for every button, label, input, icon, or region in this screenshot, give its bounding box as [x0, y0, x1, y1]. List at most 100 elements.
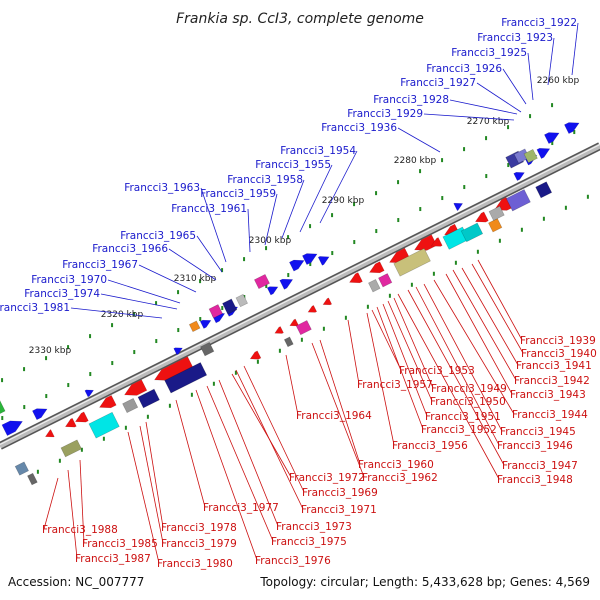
- gene-label: Francci3_1978: [161, 522, 237, 534]
- position-tick: [36, 469, 39, 474]
- reverse-gene: [307, 305, 318, 313]
- position-tick: [520, 227, 523, 232]
- leader-line: [347, 319, 360, 385]
- leader-line: [107, 279, 181, 304]
- leader-line: [319, 150, 358, 224]
- position-tick: [551, 103, 554, 108]
- gene-label: Francci3_1936: [321, 122, 397, 134]
- gene-label: Francci3_1951: [425, 411, 501, 423]
- gene-box: [188, 320, 201, 333]
- gene-box: [200, 342, 215, 357]
- position-tick: [485, 174, 488, 179]
- gene-box: [60, 439, 82, 458]
- reverse-gene: [249, 350, 262, 360]
- forward-gene: [1, 420, 23, 437]
- gene-label: Francci3_1966: [92, 243, 168, 255]
- leader-line: [70, 307, 163, 319]
- leader-line: [100, 293, 178, 310]
- kbp-label: 2330 kbp: [29, 346, 72, 356]
- position-tick: [102, 436, 105, 441]
- position-tick: [155, 339, 158, 344]
- position-tick: [23, 405, 26, 410]
- gene-label: Francci3_1953: [399, 365, 475, 377]
- position-tick: [397, 180, 400, 185]
- gene-label: Francci3_1940: [521, 348, 597, 360]
- position-tick: [353, 202, 356, 207]
- position-tick: [454, 260, 457, 265]
- gene-label: Francci3_1955: [255, 159, 331, 171]
- gene-label: Francci3_1969: [302, 487, 378, 499]
- gene-box: [393, 248, 431, 277]
- forward-gene: [84, 389, 95, 398]
- gene-label: Francci3_1943: [510, 389, 586, 401]
- gene-label: Francci3_1971: [301, 504, 377, 516]
- forward-gene: [544, 132, 560, 145]
- reverse-gene: [289, 318, 299, 327]
- gene-box: [460, 222, 484, 243]
- position-tick: [146, 414, 149, 419]
- position-tick: [234, 370, 237, 375]
- leader-line: [285, 354, 299, 416]
- gene-label: Francci3_1980: [157, 558, 233, 570]
- position-tick: [243, 257, 246, 262]
- reverse-gene: [430, 237, 443, 247]
- leader-line: [397, 293, 500, 480]
- position-tick: [397, 218, 400, 223]
- position-tick: [1, 378, 4, 383]
- gene-label: Francci3_1929: [347, 108, 423, 120]
- gene-label: Francci3_1987: [75, 553, 151, 565]
- forward-gene: [32, 408, 48, 421]
- position-tick: [529, 114, 532, 119]
- gene-label: Francci3_1948: [497, 474, 573, 486]
- gene-label: Francci3_1946: [497, 440, 573, 452]
- gene-box: [535, 181, 553, 199]
- gene-label: Francci3_1962: [362, 472, 438, 484]
- gene-labels: Francci3_1922 Francci3_1923 Francci3_1925 F…: [0, 17, 597, 570]
- reverse-gene: [369, 261, 385, 274]
- gene-label: Francci3_1945: [500, 426, 576, 438]
- gene-label: Francci3_1977: [203, 502, 279, 514]
- gene-label: Francci3_1954: [280, 145, 356, 157]
- position-tick: [199, 317, 202, 322]
- position-tick: [507, 163, 510, 168]
- gene-label: Francci3_1975: [271, 536, 347, 548]
- gene-box: [488, 218, 503, 233]
- position-tick: [476, 249, 479, 254]
- leader-line: [218, 379, 279, 527]
- gene-label: Francci3_1956: [392, 440, 468, 452]
- reverse-gene: [349, 272, 363, 284]
- gene-label: Francci3_1960: [358, 459, 434, 471]
- gene-box: [14, 461, 29, 476]
- leader-line: [311, 342, 365, 478]
- genome-backbone: [0, 142, 600, 450]
- gene-label: Francci3_1985: [82, 538, 158, 550]
- leader-line: [415, 286, 500, 446]
- position-tick: [463, 185, 466, 190]
- gene-label: Francci3_1981: [0, 302, 70, 314]
- gene-label: Francci3_1925: [451, 47, 527, 59]
- reverse-gene: [99, 394, 117, 409]
- position-tick: [45, 356, 48, 361]
- position-tick: [410, 282, 413, 287]
- leader-line: [476, 82, 522, 113]
- position-tick: [331, 251, 334, 256]
- leader-line: [382, 303, 428, 417]
- leader-line: [397, 127, 441, 153]
- position-tick: [67, 383, 70, 388]
- position-tick: [564, 205, 567, 210]
- position-tick: [221, 268, 224, 273]
- position-tick: [586, 194, 589, 199]
- position-tick: [89, 372, 92, 377]
- gene-label: Francci3_1964: [296, 410, 372, 422]
- leader-line: [452, 269, 517, 381]
- position-tick: [287, 235, 290, 240]
- leader-line: [407, 289, 505, 466]
- leader-line: [138, 264, 197, 293]
- topology-text: Topology: circular; Length: 5,433,628 bp…: [259, 575, 590, 589]
- leader-line: [477, 259, 523, 341]
- gene-box: [368, 279, 381, 293]
- leader-line: [547, 37, 555, 86]
- position-tick: [133, 350, 136, 355]
- gene-box: [27, 472, 38, 486]
- kbp-label: 2320 kbp: [101, 310, 144, 320]
